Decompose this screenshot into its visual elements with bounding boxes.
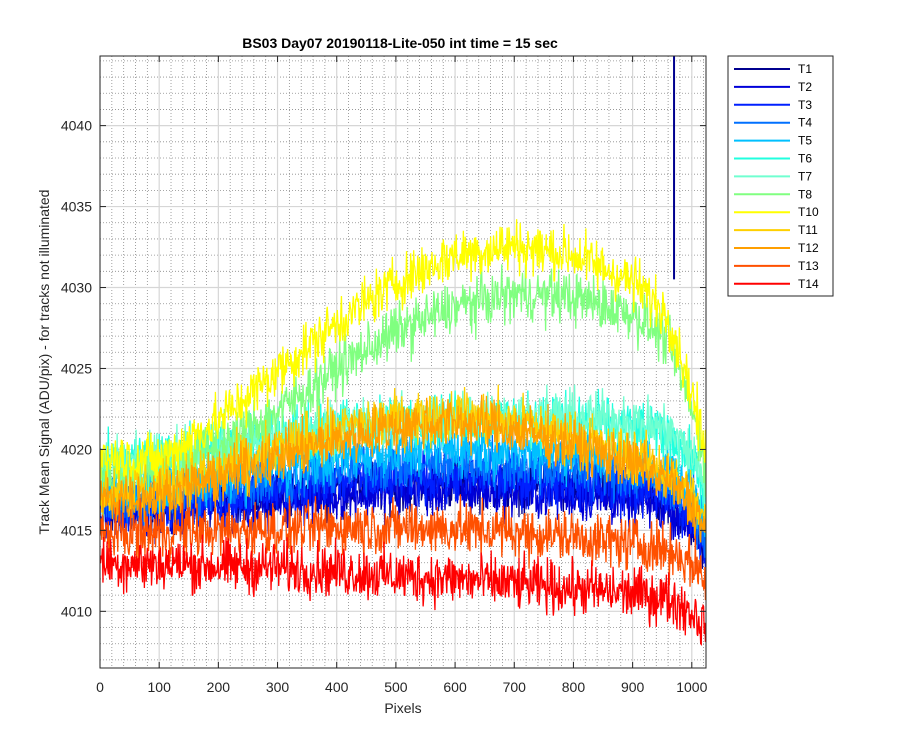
legend-label: T14 [798, 277, 819, 291]
x-tick-label: 900 [621, 679, 645, 695]
x-tick-label: 200 [207, 679, 231, 695]
axis-ticks: 0 100 200 300 400 500 600 700 800 900 1000 4010 4015… [61, 56, 708, 695]
x-tick-label: 500 [384, 679, 408, 695]
legend-label: T3 [798, 98, 812, 112]
series-group [100, 56, 706, 647]
axes-box [99, 55, 707, 669]
y-tick-label: 4010 [61, 603, 92, 619]
legend-label: T13 [798, 259, 819, 273]
y-tick-label: 4040 [61, 118, 92, 134]
series-line-t12 [100, 394, 706, 543]
legend-label: T4 [798, 116, 812, 130]
y-tick-label: 4025 [61, 360, 92, 376]
legend-label: T6 [798, 152, 812, 166]
x-tick-label: 300 [266, 679, 290, 695]
legend-label: T2 [798, 80, 812, 94]
x-tick-label: 400 [325, 679, 349, 695]
y-axis-label: Track Mean Signal (ADU/pix) - for tracks… [36, 190, 52, 535]
x-tick-label: 0 [96, 679, 104, 695]
legend-label: T11 [798, 223, 818, 237]
x-tick-label: 700 [503, 679, 527, 695]
series-line-t13 [100, 494, 706, 601]
x-axis-label: Pixels [384, 700, 421, 716]
legend-items: T1 T2 T3 T4 T5 T6 T7 T8 T10 T11 T12 T13 T14 [734, 62, 819, 291]
x-tick-label: 1000 [676, 679, 707, 695]
series-line-t14 [100, 534, 706, 647]
x-tick-label: 800 [562, 679, 586, 695]
legend: T1 T2 T3 T4 T5 T6 T7 T8 T10 T11 T12 T13 T14 [727, 55, 834, 297]
x-tick-label: 600 [443, 679, 467, 695]
legend-label: T7 [798, 169, 812, 183]
legend-label: T8 [798, 187, 812, 201]
legend-label: T1 [798, 62, 812, 76]
y-tick-label: 4015 [61, 522, 92, 538]
y-tick-label: 4020 [61, 441, 92, 457]
legend-label: T5 [798, 134, 812, 148]
x-tick-label: 100 [148, 679, 172, 695]
y-tick-label: 4035 [61, 199, 92, 215]
legend-label: T10 [798, 205, 819, 219]
y-tick-label: 4030 [61, 280, 92, 296]
legend-label: T12 [798, 241, 819, 255]
series-line-t10 [100, 219, 706, 487]
chart-title: BS03 Day07 20190118-Lite-050 int time = … [242, 35, 558, 51]
